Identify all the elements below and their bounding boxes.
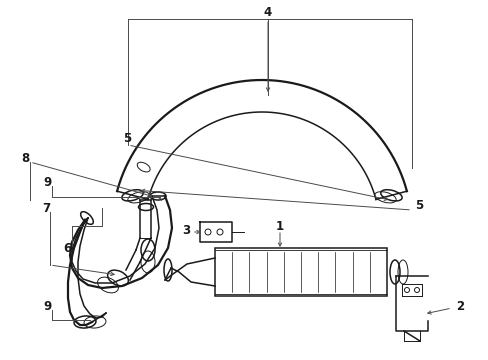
Text: 9: 9 <box>43 176 52 189</box>
Text: 5: 5 <box>122 131 131 144</box>
Text: 7: 7 <box>42 202 50 215</box>
Text: 4: 4 <box>264 5 271 18</box>
Bar <box>215 248 386 296</box>
Text: 5: 5 <box>414 198 423 212</box>
Text: 8: 8 <box>21 152 30 165</box>
Text: 1: 1 <box>275 220 284 233</box>
Text: 9: 9 <box>43 300 52 312</box>
Text: 3: 3 <box>182 224 190 237</box>
Text: 2: 2 <box>455 300 463 312</box>
Text: 6: 6 <box>63 242 72 255</box>
